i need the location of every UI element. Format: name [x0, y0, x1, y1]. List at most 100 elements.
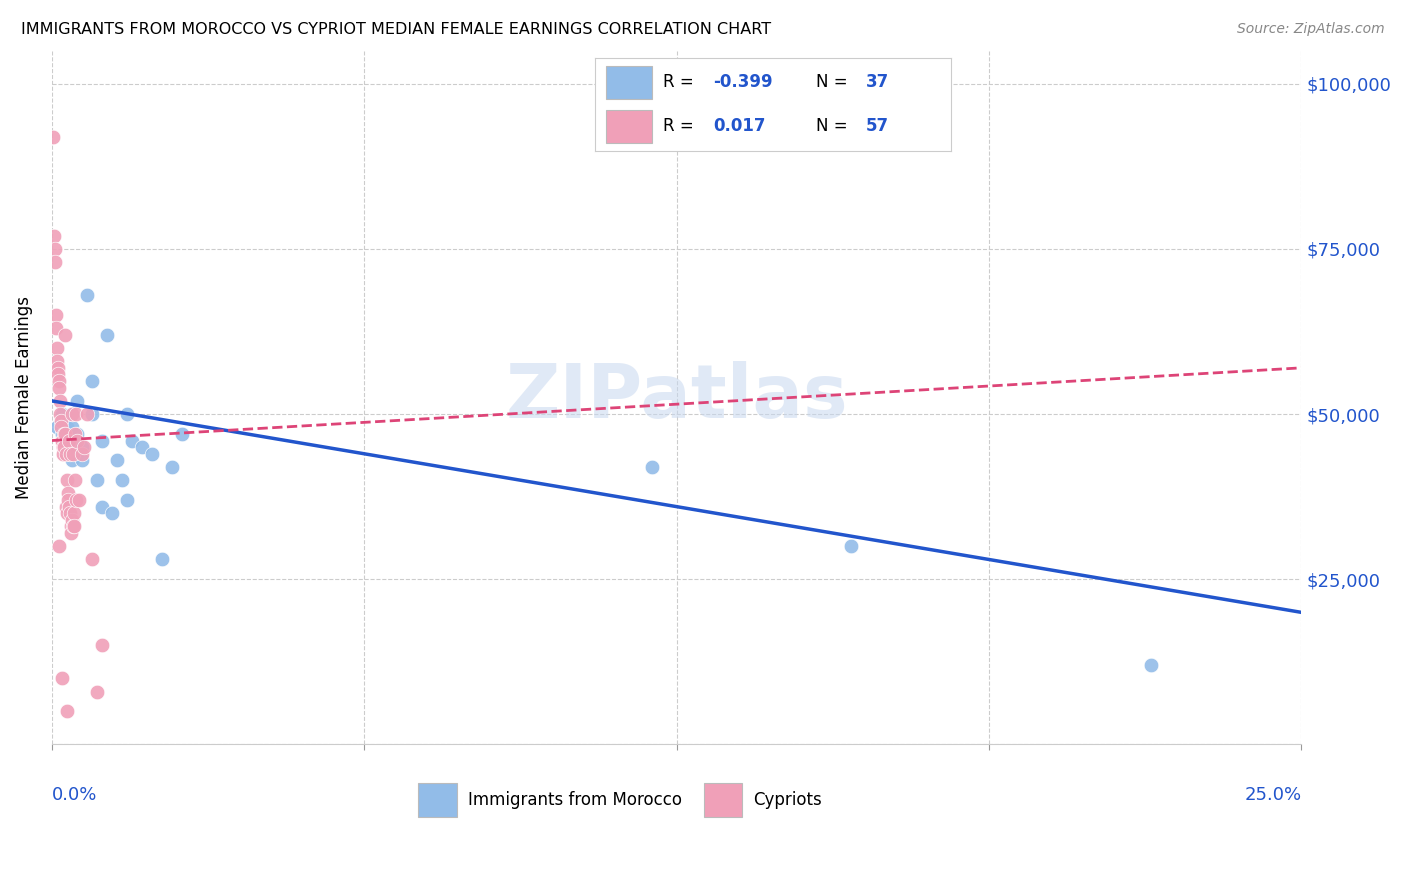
Point	[100, 506, 122, 520]
Point	[49, 407, 72, 421]
Point	[44, 242, 66, 256]
Point	[58, 434, 80, 448]
Point	[52, 440, 75, 454]
Point	[52, 440, 75, 454]
Text: 0.0%: 0.0%	[52, 786, 97, 804]
Point	[60, 526, 83, 541]
Point	[45, 308, 67, 322]
Point	[90, 500, 112, 514]
Point	[70, 447, 93, 461]
Point	[46, 360, 69, 375]
Point	[59, 519, 82, 533]
Point	[51, 420, 73, 434]
Point	[160, 460, 183, 475]
Text: Source: ZipAtlas.com: Source: ZipAtlas.com	[1237, 22, 1385, 37]
Point	[62, 447, 84, 461]
Point	[841, 539, 863, 553]
Point	[111, 473, 134, 487]
Point	[59, 506, 82, 520]
Point	[70, 453, 93, 467]
Point	[51, 434, 73, 448]
Point	[60, 434, 83, 448]
Point	[131, 440, 153, 454]
Point	[80, 407, 103, 421]
Point	[53, 426, 76, 441]
Point	[76, 288, 98, 302]
Point	[66, 447, 89, 461]
Point	[55, 506, 77, 520]
Point	[76, 407, 98, 421]
Point	[46, 354, 69, 368]
Point	[63, 426, 86, 441]
Point	[67, 493, 90, 508]
Point	[55, 447, 77, 461]
Point	[55, 420, 77, 434]
Point	[51, 407, 73, 421]
Point	[90, 434, 112, 448]
Point	[45, 321, 67, 335]
Point	[115, 493, 138, 508]
Point	[80, 552, 103, 566]
Point	[48, 381, 70, 395]
Point	[115, 407, 138, 421]
Point	[150, 552, 173, 566]
Point	[62, 506, 84, 520]
Point	[86, 684, 108, 698]
Point	[55, 500, 77, 514]
Point	[60, 453, 83, 467]
Point	[121, 434, 143, 448]
Point	[45, 420, 67, 434]
Point	[55, 434, 77, 448]
Point	[73, 440, 96, 454]
Point	[48, 374, 70, 388]
Text: ZIPatlas: ZIPatlas	[505, 361, 848, 434]
Point	[48, 539, 70, 553]
Point	[65, 407, 87, 421]
Point	[46, 368, 69, 382]
Point	[53, 327, 76, 342]
Point	[58, 500, 80, 514]
Point	[55, 447, 77, 461]
Point	[58, 493, 80, 508]
Point	[53, 426, 76, 441]
Point	[66, 393, 89, 408]
Point	[51, 672, 73, 686]
Point	[48, 393, 70, 408]
Text: 25.0%: 25.0%	[1244, 786, 1302, 804]
Point	[170, 426, 193, 441]
Point	[44, 228, 66, 243]
Point	[65, 493, 87, 508]
Point	[86, 473, 108, 487]
Point	[65, 473, 87, 487]
Point	[42, 129, 65, 144]
Point	[60, 513, 83, 527]
Point	[63, 519, 86, 533]
Y-axis label: Median Female Earnings: Median Female Earnings	[15, 296, 32, 500]
Point	[96, 327, 118, 342]
Point	[44, 255, 66, 269]
Point	[640, 460, 662, 475]
Point	[56, 486, 79, 500]
Point	[59, 447, 82, 461]
Point	[105, 453, 128, 467]
Point	[66, 434, 89, 448]
Point	[90, 639, 112, 653]
Point	[51, 426, 73, 441]
Point	[62, 519, 84, 533]
Point	[60, 420, 83, 434]
Point	[49, 414, 72, 428]
Point	[60, 407, 83, 421]
Point	[1140, 658, 1163, 673]
Point	[80, 374, 103, 388]
Point	[52, 447, 75, 461]
Point	[141, 447, 163, 461]
Point	[55, 705, 77, 719]
Point	[66, 440, 89, 454]
Point	[45, 341, 67, 355]
Point	[70, 440, 93, 454]
Point	[56, 473, 79, 487]
Point	[66, 426, 89, 441]
Point	[60, 407, 83, 421]
Text: IMMIGRANTS FROM MOROCCO VS CYPRIOT MEDIAN FEMALE EARNINGS CORRELATION CHART: IMMIGRANTS FROM MOROCCO VS CYPRIOT MEDIA…	[21, 22, 772, 37]
Point	[51, 434, 73, 448]
